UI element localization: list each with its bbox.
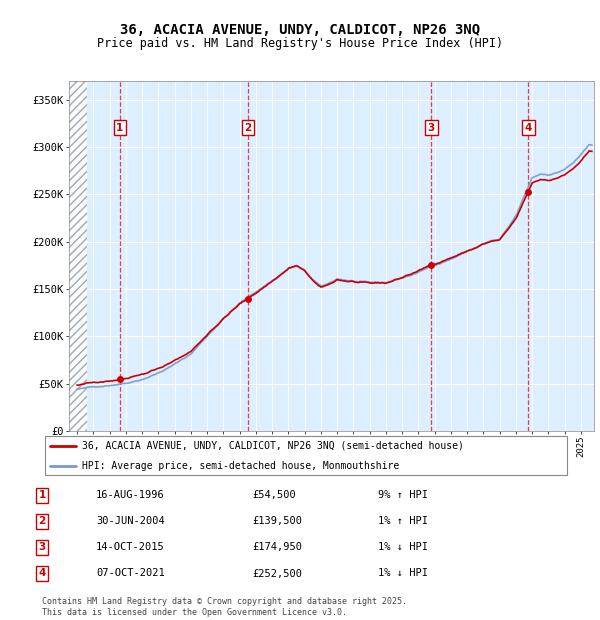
Text: 36, ACACIA AVENUE, UNDY, CALDICOT, NP26 3NQ: 36, ACACIA AVENUE, UNDY, CALDICOT, NP26 … bbox=[120, 23, 480, 37]
Text: 3: 3 bbox=[428, 123, 435, 133]
Text: 1% ↑ HPI: 1% ↑ HPI bbox=[378, 516, 428, 526]
Text: 30-JUN-2004: 30-JUN-2004 bbox=[96, 516, 165, 526]
FancyBboxPatch shape bbox=[44, 436, 568, 475]
Text: £139,500: £139,500 bbox=[252, 516, 302, 526]
Text: 36, ACACIA AVENUE, UNDY, CALDICOT, NP26 3NQ (semi-detached house): 36, ACACIA AVENUE, UNDY, CALDICOT, NP26 … bbox=[82, 441, 463, 451]
Text: Contains HM Land Registry data © Crown copyright and database right 2025.
This d: Contains HM Land Registry data © Crown c… bbox=[42, 598, 407, 617]
Text: 16-AUG-1996: 16-AUG-1996 bbox=[96, 490, 165, 500]
Text: 1% ↓ HPI: 1% ↓ HPI bbox=[378, 569, 428, 578]
Text: 2: 2 bbox=[38, 516, 46, 526]
Text: 4: 4 bbox=[525, 123, 532, 133]
Text: 1% ↓ HPI: 1% ↓ HPI bbox=[378, 542, 428, 552]
Text: 9% ↑ HPI: 9% ↑ HPI bbox=[378, 490, 428, 500]
Text: Price paid vs. HM Land Registry's House Price Index (HPI): Price paid vs. HM Land Registry's House … bbox=[97, 37, 503, 50]
Text: 3: 3 bbox=[38, 542, 46, 552]
Text: 14-OCT-2015: 14-OCT-2015 bbox=[96, 542, 165, 552]
Text: £174,950: £174,950 bbox=[252, 542, 302, 552]
Text: HPI: Average price, semi-detached house, Monmouthshire: HPI: Average price, semi-detached house,… bbox=[82, 461, 399, 471]
Text: £252,500: £252,500 bbox=[252, 569, 302, 578]
Text: 1: 1 bbox=[116, 123, 124, 133]
Bar bbox=[69, 81, 87, 431]
Text: 1: 1 bbox=[38, 490, 46, 500]
Text: 4: 4 bbox=[38, 569, 46, 578]
Text: 07-OCT-2021: 07-OCT-2021 bbox=[96, 569, 165, 578]
Text: 2: 2 bbox=[244, 123, 251, 133]
Text: £54,500: £54,500 bbox=[252, 490, 296, 500]
